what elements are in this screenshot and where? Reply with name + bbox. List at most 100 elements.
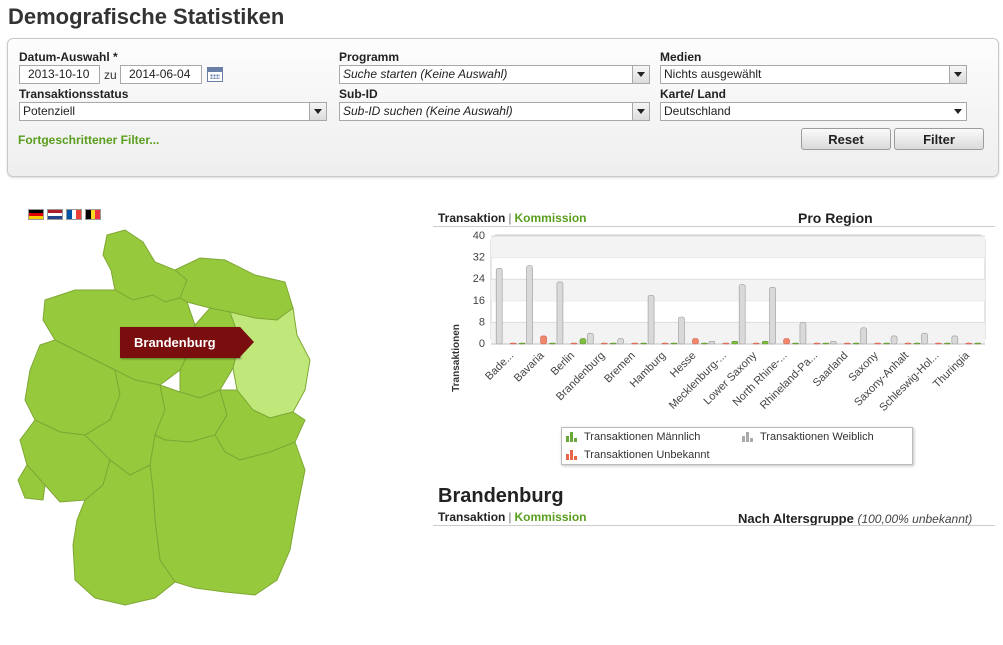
x-tick-label: Bade... bbox=[483, 350, 516, 383]
media-select-value: Nichts ausgewählt bbox=[664, 67, 762, 81]
bar-male[interactable] bbox=[761, 341, 769, 345]
filter-panel: Datum-Auswahl * 2013-10-10 zu 2014-06-04… bbox=[7, 38, 999, 177]
map-country-select[interactable]: Deutschland bbox=[660, 102, 967, 121]
bar-male[interactable] bbox=[549, 342, 556, 345]
legend-item-female[interactable]: Transaktionen Weiblich bbox=[742, 431, 874, 443]
y-tick-label: 24 bbox=[473, 273, 485, 285]
bar-male[interactable] bbox=[640, 342, 647, 345]
bar-female[interactable] bbox=[921, 332, 928, 345]
chevron-down-icon[interactable] bbox=[949, 103, 966, 120]
date-to-input[interactable]: 2014-06-04 bbox=[120, 65, 202, 84]
flag-nl-icon[interactable] bbox=[47, 209, 63, 220]
bar-male[interactable] bbox=[974, 342, 982, 345]
bar-unknown[interactable] bbox=[935, 342, 942, 345]
bar-male[interactable] bbox=[944, 342, 951, 345]
age-group-title-text: Nach Altersgruppe bbox=[738, 511, 854, 526]
grid-band bbox=[491, 322, 985, 344]
bar-unknown[interactable] bbox=[904, 342, 912, 345]
bar-female[interactable] bbox=[799, 322, 807, 345]
legend-item-male[interactable]: Transaktionen Männlich bbox=[566, 431, 700, 443]
reset-button[interactable]: Reset bbox=[801, 128, 891, 150]
map-region-baden-wurttemberg[interactable] bbox=[72, 459, 176, 606]
bar-female[interactable] bbox=[526, 265, 533, 345]
bar-unknown[interactable] bbox=[540, 335, 547, 345]
commission-tab[interactable]: Kommission bbox=[514, 510, 587, 524]
bar-unknown[interactable] bbox=[813, 342, 821, 345]
calendar-icon[interactable] bbox=[207, 67, 223, 82]
bar-female[interactable] bbox=[587, 332, 594, 345]
bar-unknown[interactable] bbox=[631, 342, 638, 345]
bar-female[interactable] bbox=[890, 335, 898, 345]
flag-be-icon[interactable] bbox=[85, 209, 101, 220]
bar-unknown[interactable] bbox=[601, 342, 608, 345]
bar-female[interactable] bbox=[769, 286, 776, 345]
bar-unknown[interactable] bbox=[692, 338, 699, 345]
bar-chart-icon bbox=[742, 432, 754, 442]
bar-male[interactable] bbox=[518, 342, 526, 345]
grid-band bbox=[491, 236, 985, 258]
transaction-status-label: Transaktionsstatus bbox=[19, 87, 129, 101]
filter-button[interactable]: Filter bbox=[894, 128, 984, 150]
map-region-mecklenburg[interactable] bbox=[174, 257, 294, 321]
chevron-down-icon[interactable] bbox=[309, 103, 326, 120]
flag-fr-icon[interactable] bbox=[66, 209, 82, 220]
page-title: Demografische Statistiken bbox=[8, 4, 285, 29]
map-region-saarland[interactable] bbox=[17, 464, 46, 501]
bar-female[interactable] bbox=[556, 281, 564, 345]
bar-female[interactable] bbox=[951, 335, 959, 345]
region-tooltip: Brandenburg bbox=[120, 327, 254, 358]
bar-male[interactable] bbox=[701, 342, 708, 345]
age-group-title: Nach Altersgruppe (100,00% unbekannt) bbox=[738, 511, 972, 526]
region-chart-toggle: Transaktion | Kommission bbox=[438, 211, 587, 225]
transaction-tab[interactable]: Transaktion bbox=[438, 510, 506, 524]
y-tick-label: 40 bbox=[473, 230, 485, 242]
chevron-down-icon[interactable] bbox=[632, 66, 649, 83]
bar-unknown[interactable] bbox=[783, 338, 790, 345]
date-from-input[interactable]: 2013-10-10 bbox=[19, 65, 100, 84]
y-tick-label: 8 bbox=[479, 316, 485, 328]
program-select[interactable]: Suche starten (Keine Auswahl) bbox=[339, 65, 650, 84]
transaction-status-value: Potenziell bbox=[23, 104, 76, 118]
bar-unknown[interactable] bbox=[874, 342, 881, 345]
legend-label-male: Transaktionen Männlich bbox=[584, 431, 701, 443]
advanced-filter-link[interactable]: Fortgeschrittener Filter... bbox=[18, 133, 160, 147]
divider bbox=[433, 226, 995, 227]
sub-id-select[interactable]: Sub-ID suchen (Keine Auswahl) bbox=[339, 102, 650, 121]
transaction-status-select[interactable]: Potenziell bbox=[19, 102, 327, 121]
bar-female[interactable] bbox=[678, 316, 685, 345]
transaction-tab[interactable]: Transaktion bbox=[438, 211, 506, 225]
bar-unknown[interactable] bbox=[722, 342, 730, 345]
bar-male[interactable] bbox=[822, 342, 830, 345]
bar-female[interactable] bbox=[495, 268, 503, 345]
bar-unknown[interactable] bbox=[570, 342, 578, 345]
bar-male[interactable] bbox=[853, 342, 860, 345]
bar-female[interactable] bbox=[708, 341, 716, 345]
bar-female[interactable] bbox=[738, 284, 746, 345]
bar-male[interactable] bbox=[579, 338, 587, 345]
map-region-bavaria[interactable] bbox=[149, 434, 306, 596]
bar-female[interactable] bbox=[647, 295, 655, 345]
bar-male[interactable] bbox=[913, 342, 921, 345]
bar-unknown[interactable] bbox=[965, 342, 973, 345]
bar-female[interactable] bbox=[860, 327, 867, 345]
bar-male[interactable] bbox=[610, 342, 617, 345]
flag-de-icon[interactable] bbox=[28, 209, 44, 220]
bar-unknown[interactable] bbox=[509, 342, 517, 345]
chevron-down-icon[interactable] bbox=[632, 103, 649, 120]
commission-tab[interactable]: Kommission bbox=[514, 211, 587, 225]
chevron-down-icon[interactable] bbox=[949, 66, 966, 83]
detail-chart-toggle: Transaktion | Kommission bbox=[438, 510, 587, 524]
bar-male[interactable] bbox=[731, 341, 739, 345]
bar-male[interactable] bbox=[792, 342, 799, 345]
bar-unknown[interactable] bbox=[752, 342, 760, 345]
bar-unknown[interactable] bbox=[661, 342, 669, 345]
x-tick-label: Bavaria bbox=[512, 349, 547, 384]
media-select[interactable]: Nichts ausgewählt bbox=[660, 65, 967, 84]
bar-female[interactable] bbox=[617, 338, 624, 345]
bar-female[interactable] bbox=[830, 341, 837, 345]
bar-male[interactable] bbox=[670, 342, 678, 345]
bar-unknown[interactable] bbox=[844, 342, 851, 345]
bar-male[interactable] bbox=[883, 342, 890, 345]
legend-item-unknown[interactable]: Transaktionen Unbekannt bbox=[566, 449, 710, 461]
